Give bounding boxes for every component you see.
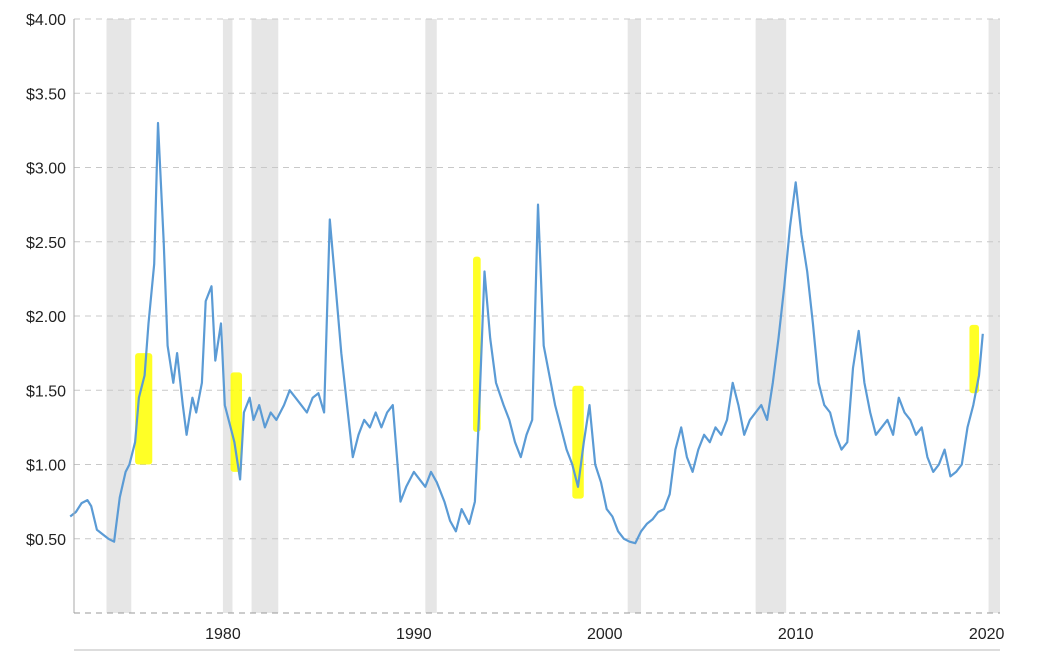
y-tick-label: $3.00 xyxy=(26,161,66,178)
highlight-mark-4 xyxy=(969,324,979,394)
y-tick-labels: $0.50 $1.00 $1.50 $2.00 $2.50 $3.00 $3.50 $4.00 xyxy=(26,12,66,549)
series-lines xyxy=(69,121,984,545)
x-tick-label: 1990 xyxy=(396,626,432,643)
x-tick-labels: 1980 1990 2000 2010 2020 xyxy=(205,626,1004,643)
axes xyxy=(73,19,1000,651)
recession-band-6 xyxy=(988,19,1000,613)
x-tick-label: 2020 xyxy=(969,626,1005,643)
x-tick-label: 2010 xyxy=(778,626,814,643)
y-tick-label: $4.00 xyxy=(26,12,66,29)
gridlines xyxy=(74,18,1000,540)
highlight-mark-0 xyxy=(135,353,153,465)
y-tick-label: $0.50 xyxy=(26,532,66,549)
y-tick-label: $3.50 xyxy=(26,86,66,103)
highlight-mark-1 xyxy=(230,372,243,472)
y-tick-label: $2.00 xyxy=(26,309,66,326)
y-tick-label: $1.50 xyxy=(26,383,66,400)
x-tick-label: 1980 xyxy=(205,626,241,643)
highlight-mark-2 xyxy=(473,256,481,432)
series-line-0 xyxy=(69,121,984,545)
y-tick-label: $1.00 xyxy=(26,458,66,475)
y-tick-label: $2.50 xyxy=(26,235,66,252)
recession-band-1 xyxy=(222,19,233,613)
x-tick-label: 2000 xyxy=(587,626,623,643)
